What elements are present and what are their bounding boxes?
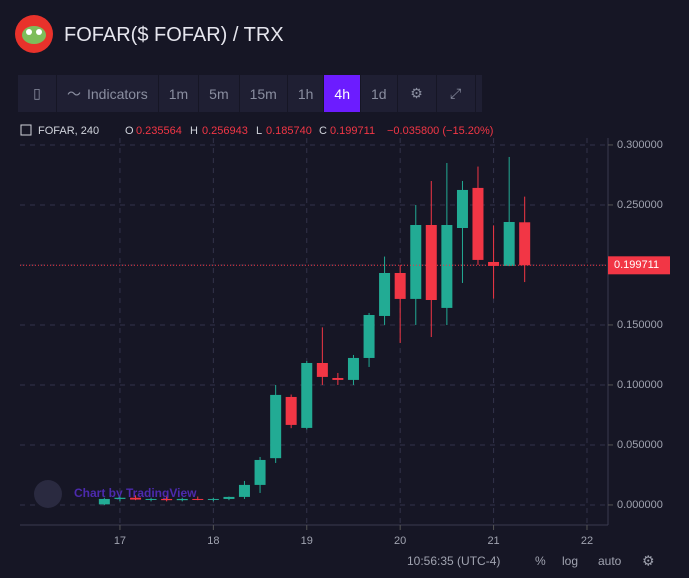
legend-o: O	[125, 125, 134, 137]
legend-symbol: FOFAR, 240	[38, 125, 99, 137]
candle-body	[519, 222, 531, 266]
candle-body	[176, 498, 188, 501]
candle-body	[456, 189, 468, 228]
x-tick-label: 22	[581, 535, 593, 547]
candle-body	[316, 363, 328, 377]
candle-body	[441, 225, 453, 308]
interval-button[interactable]: 15m	[240, 75, 288, 112]
interval-button[interactable]: 4h	[324, 75, 361, 112]
x-tick-label: 17	[114, 535, 126, 547]
tool-button[interactable]: ⚙	[398, 75, 437, 112]
x-tick-label: 18	[207, 535, 219, 547]
candle-body	[161, 498, 173, 501]
legend-l: L	[256, 125, 262, 137]
candle-body	[238, 484, 250, 497]
candle-body	[394, 273, 406, 299]
watermark-icon	[34, 480, 62, 508]
toolbar: ▯ 〜 Indicators 1m 5m 15m 1h 4h 1d ⚙ ⤢	[18, 75, 482, 112]
interval-button[interactable]: 1d	[361, 75, 398, 112]
interval-button[interactable]: 1h	[288, 75, 325, 112]
candle-body	[503, 222, 515, 266]
footer-time: 10:56:35 (UTC-4)	[407, 554, 500, 568]
y-tick-label: 0.000000	[617, 499, 663, 511]
footer-auto[interactable]: auto	[598, 554, 622, 568]
candle-body	[363, 315, 375, 358]
title: FOFAR($ FOFAR) / TRX	[64, 24, 284, 46]
logo	[15, 15, 53, 53]
x-tick-label: 21	[487, 535, 499, 547]
legend-c: C	[319, 125, 327, 137]
interval-button[interactable]: 1m	[159, 75, 200, 112]
candle-body	[254, 459, 266, 485]
candle-body	[488, 261, 500, 266]
legend-close: 0.199711	[330, 125, 375, 137]
candle-body	[285, 396, 297, 425]
y-tick-label: 0.100000	[617, 379, 663, 391]
candle-icon[interactable]: ▯	[18, 75, 57, 112]
footer-log[interactable]: log	[562, 554, 578, 568]
indicators-label: Indicators	[87, 85, 148, 102]
indicators-button[interactable]: 〜 Indicators	[57, 75, 159, 112]
legend-low: 0.185740	[266, 125, 312, 137]
interval-button[interactable]: 5m	[199, 75, 240, 112]
legend-change: −0.035800 (−15.20%)	[387, 125, 493, 137]
candle-body	[472, 187, 484, 260]
candle-body	[223, 496, 235, 499]
candle-body	[410, 225, 422, 299]
legend-h: H	[190, 125, 198, 137]
candle-body	[379, 273, 391, 316]
y-tick-label: 0.300000	[617, 139, 663, 151]
footer-percent[interactable]: %	[535, 554, 546, 568]
legend-high: 0.256943	[202, 125, 248, 137]
legend-open: 0.235564	[136, 125, 182, 137]
y-tick-label: 0.250000	[617, 199, 663, 211]
y-tick-label: 0.150000	[617, 319, 663, 331]
candle-body	[192, 498, 204, 500]
candle-body	[130, 497, 142, 500]
last-price-tag	[608, 256, 670, 275]
candle-body	[114, 497, 126, 499]
candle-body	[270, 394, 282, 459]
last-price-label: 0.199711	[614, 259, 659, 271]
candle-body	[301, 363, 313, 428]
candle-body	[425, 225, 437, 300]
candle-body	[145, 498, 157, 500]
x-tick-label: 20	[394, 535, 406, 547]
candle-body	[332, 378, 344, 380]
tool-button[interactable]: ⤢	[437, 75, 476, 112]
legend-icon	[20, 124, 32, 136]
y-tick-label: 0.050000	[617, 439, 663, 451]
settings-icon: ⚙	[642, 553, 655, 569]
x-tick-label: 19	[301, 535, 313, 547]
candle-body	[347, 357, 359, 380]
candle-body	[98, 498, 110, 505]
candle-body	[207, 498, 219, 500]
